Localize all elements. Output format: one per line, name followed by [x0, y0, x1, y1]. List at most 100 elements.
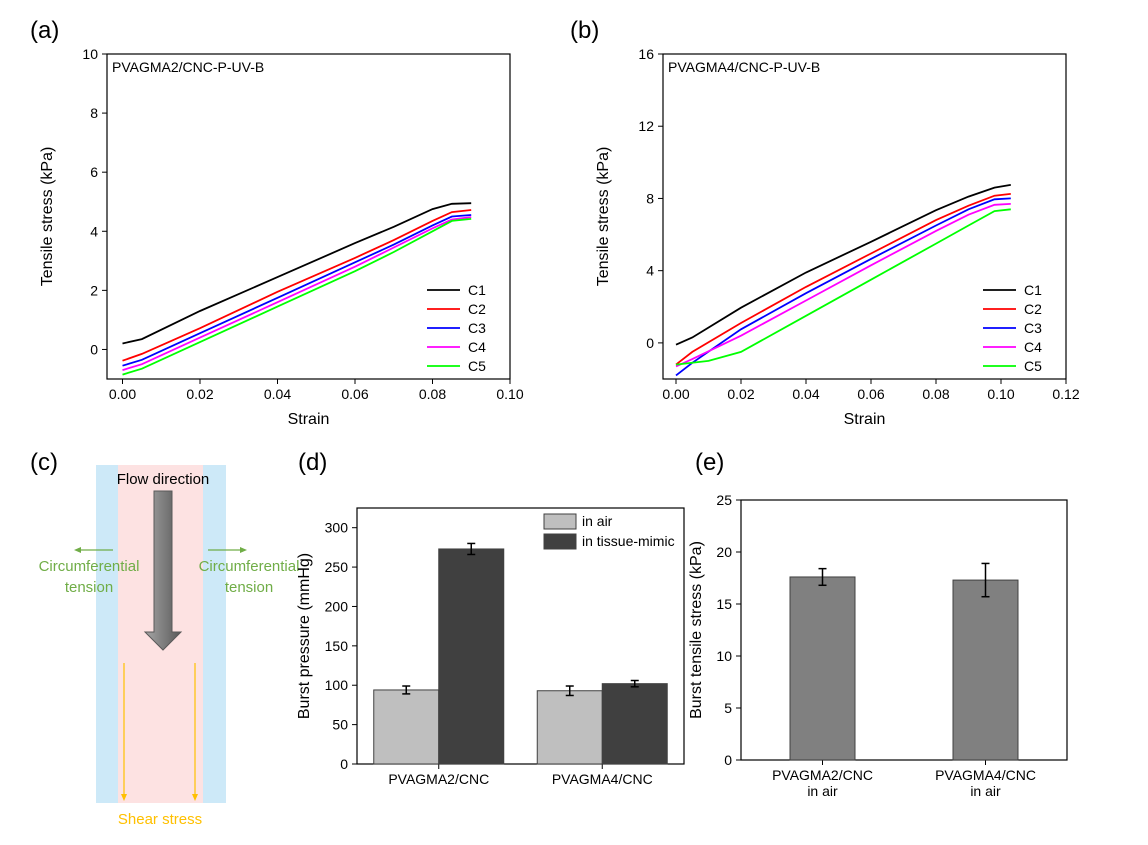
y-tick-label: 4 [90, 223, 98, 239]
x-tick-label: PVAGMA2/CNC [772, 767, 873, 783]
left-tension-arrow-icon [74, 547, 113, 553]
chart-a-tensile-pvagma2: 0.00 0.02 0.04 0.06 0.08 0.10 0 2 4 6 8 10 Strain Ten… [39, 46, 524, 428]
flow-direction-label: Flow direction [117, 471, 210, 488]
legend-label-c2: C2 [1024, 301, 1042, 317]
y-tick-label: 10 [716, 648, 732, 664]
y-tick-label: 5 [724, 700, 732, 716]
right-tension-arrow-icon [208, 547, 247, 553]
y-tick-label: 8 [646, 190, 654, 206]
x-tick-label: 0.08 [922, 386, 949, 402]
bar [373, 689, 440, 765]
series-line-c1 [122, 202, 472, 345]
bar [438, 548, 505, 765]
plot-frame [356, 507, 685, 765]
chart-e-burst-tensile-stress: 0 5 10 15 20 25 Burst tensile stress (kPa) PVAG… [688, 492, 1068, 799]
bar [952, 579, 1019, 761]
right-shear-arrow-icon [192, 663, 198, 801]
legend-label-c1: C1 [1024, 282, 1042, 298]
chart-d-burst-pressure: 0 50 100 150 200 250 300 Burst pressure (mmHg) P… [296, 507, 685, 787]
x-axis-label: Strain [844, 411, 886, 428]
y-tick-label: 16 [638, 46, 654, 62]
legend-label-c1: C1 [468, 282, 486, 298]
panel-label-a: (a) [30, 17, 59, 44]
right-tension-label-line2: tension [225, 579, 273, 596]
left-shear-arrow-icon [121, 663, 127, 801]
series-line-c1 [675, 184, 1011, 346]
legend-swatch [543, 533, 577, 550]
legend-label-c3: C3 [468, 320, 486, 336]
series-line-c4 [675, 203, 1011, 368]
y-tick-label: 50 [332, 717, 348, 733]
x-tick-label: PVAGMA4/CNC [935, 767, 1036, 783]
y-tick-label: 6 [90, 164, 98, 180]
x-tick-label: 0.02 [186, 386, 213, 402]
x-tick-label: 0.04 [792, 386, 819, 402]
y-tick-label: 2 [90, 282, 98, 298]
panel-label-c: (c) [30, 449, 58, 476]
x-tick-label: in air [807, 783, 838, 799]
legend-label-c5: C5 [1024, 358, 1042, 374]
y-tick-label: 10 [82, 46, 98, 62]
y-tick-label: 0 [646, 335, 654, 351]
y-tick-label: 25 [716, 492, 732, 508]
series-line-c2 [122, 209, 472, 362]
plot-frame [106, 53, 511, 380]
plot-annotation: PVAGMA4/CNC-P-UV-B [668, 59, 820, 75]
bar [789, 576, 856, 761]
x-axis-label: Strain [288, 411, 330, 428]
y-axis-label: Tensile stress (kPa) [39, 147, 56, 287]
y-tick-label: 4 [646, 263, 654, 279]
legend-label-c3: C3 [1024, 320, 1042, 336]
x-tick-label: 0.06 [341, 386, 368, 402]
legend-label-c5: C5 [468, 358, 486, 374]
plot-frame [740, 499, 1068, 761]
x-tick-label: in air [970, 783, 1001, 799]
y-tick-label: 20 [716, 544, 732, 560]
legend-label: in tissue-mimic [582, 533, 675, 549]
y-tick-label: 12 [638, 118, 654, 134]
x-tick-label: 0.02 [727, 386, 754, 402]
y-tick-label: 150 [325, 638, 349, 654]
y-tick-label: 100 [325, 677, 349, 693]
vessel-diagram: Flow direction Circumferential tension C… [39, 465, 300, 828]
series-line-c3 [675, 197, 1011, 377]
panel-label-d: (d) [298, 449, 327, 476]
y-tick-label: 8 [90, 105, 98, 121]
left-tension-label-line2: tension [65, 579, 113, 596]
series-line-c5 [122, 218, 472, 376]
series-line-c2 [675, 193, 1011, 366]
bar [601, 683, 668, 765]
y-tick-label: 200 [325, 598, 349, 614]
series-line-c5 [675, 208, 1011, 366]
series-line-c3 [122, 214, 472, 367]
y-tick-label: 15 [716, 596, 732, 612]
x-tick-label: 0.00 [109, 386, 136, 402]
legend-label-c4: C4 [468, 339, 486, 355]
legend-label-c4: C4 [1024, 339, 1042, 355]
plot-annotation: PVAGMA2/CNC-P-UV-B [112, 59, 264, 75]
y-axis-label: Burst tensile stress (kPa) [688, 541, 705, 719]
y-tick-label: 0 [340, 756, 348, 772]
x-tick-label: 0.10 [987, 386, 1014, 402]
x-tick-label: PVAGMA4/CNC [552, 771, 653, 787]
y-tick-label: 0 [724, 752, 732, 768]
x-tick-label: 0.12 [1052, 386, 1079, 402]
panel-label-e: (e) [695, 449, 724, 476]
plot-frame [662, 53, 1067, 380]
shear-stress-label: Shear stress [118, 811, 202, 828]
x-tick-label: 0.10 [496, 386, 523, 402]
y-tick-label: 0 [90, 341, 98, 357]
panel-label-b: (b) [570, 17, 599, 44]
right-tension-label-line1: Circumferential [199, 558, 300, 575]
bar [536, 690, 603, 765]
chart-b-tensile-pvagma4: 0.00 0.02 0.04 0.06 0.08 0.10 0.12 0 4 8 12 16 Strai… [595, 46, 1080, 428]
y-axis-label: Tensile stress (kPa) [595, 147, 612, 287]
x-tick-label: 0.00 [662, 386, 689, 402]
left-tension-label-line1: Circumferential [39, 558, 140, 575]
x-tick-label: 0.06 [857, 386, 884, 402]
y-axis-label: Burst pressure (mmHg) [296, 553, 313, 719]
x-tick-label: PVAGMA2/CNC [388, 771, 489, 787]
series-line-c4 [122, 216, 472, 371]
x-tick-label: 0.08 [419, 386, 446, 402]
